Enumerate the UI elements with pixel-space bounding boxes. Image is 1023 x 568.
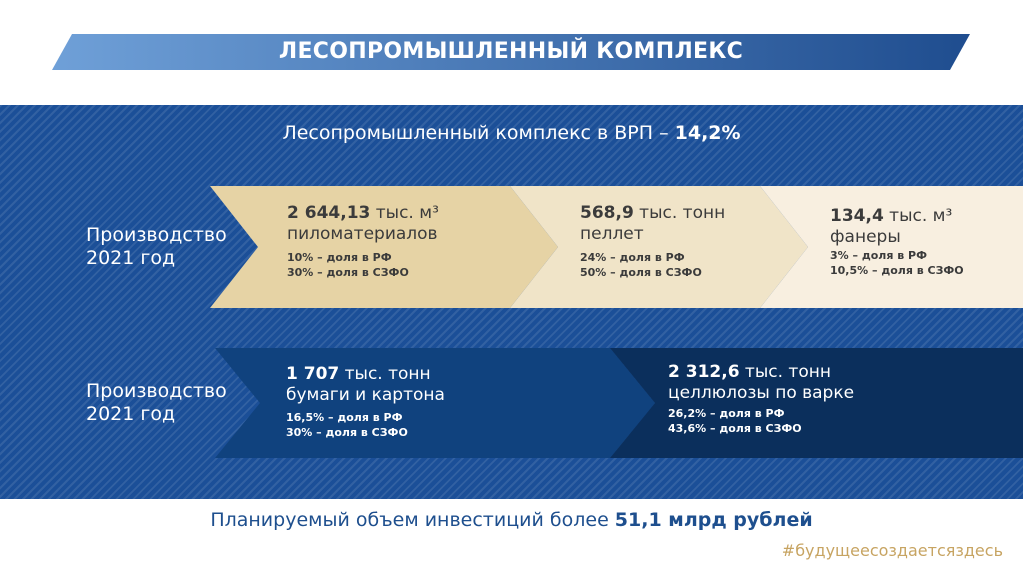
- card-pulp-title: 2 312,6 тыс. тонн целлюлозы по варке: [668, 362, 855, 403]
- card-pellets-title: 568,9 тыс. тонн пеллет: [580, 203, 726, 244]
- grp-share-title: Лесопромышленный комплекс в ВРП – 14,2%: [282, 122, 741, 144]
- header-banner: [52, 34, 970, 70]
- card-plywood-title: 134,4 тыс. м³ фанеры: [830, 206, 953, 247]
- investment-value: 51,1 млрд рублей: [614, 509, 813, 531]
- card-pellets-bg: [510, 186, 808, 308]
- card-lumber-shares: 10% – доля в РФ 30% – доля в СЗФО: [287, 251, 409, 279]
- grp-share-value: 14,2%: [674, 122, 741, 144]
- card-paper-bg: [215, 348, 655, 458]
- row1-label: Производство 2021 год: [86, 224, 227, 269]
- card-lumber-title: 2 644,13 тыс. м³ пиломатериалов: [287, 203, 439, 244]
- card-pulp-shares: 26,2% – доля в РФ 43,6% – доля в СЗФО: [668, 407, 802, 435]
- page-title: ЛЕСОПРОМЫШЛЕННЫЙ КОМПЛЕКС: [278, 39, 744, 64]
- card-pellets-shares: 24% – доля в РФ 50% – доля в СЗФО: [580, 251, 702, 279]
- card-paper-title: 1 707 тыс. тонн бумаги и картона: [286, 364, 445, 405]
- investment-footer: Планируемый объем инвестиций более 51,1 …: [210, 509, 813, 531]
- card-lumber-bg: [210, 186, 558, 308]
- card-paper-shares: 16,5% – доля в РФ 30% – доля в СЗФО: [286, 411, 408, 439]
- card-plywood-shares: 3% – доля в РФ 10,5% – доля в СЗФО: [830, 249, 964, 277]
- hashtag: #будущеесоздаетсяздесь: [781, 541, 1003, 560]
- card-pulp-bg: [610, 348, 1023, 458]
- row2-label: Производство 2021 год: [86, 380, 227, 425]
- card-plywood-bg: [760, 186, 1023, 308]
